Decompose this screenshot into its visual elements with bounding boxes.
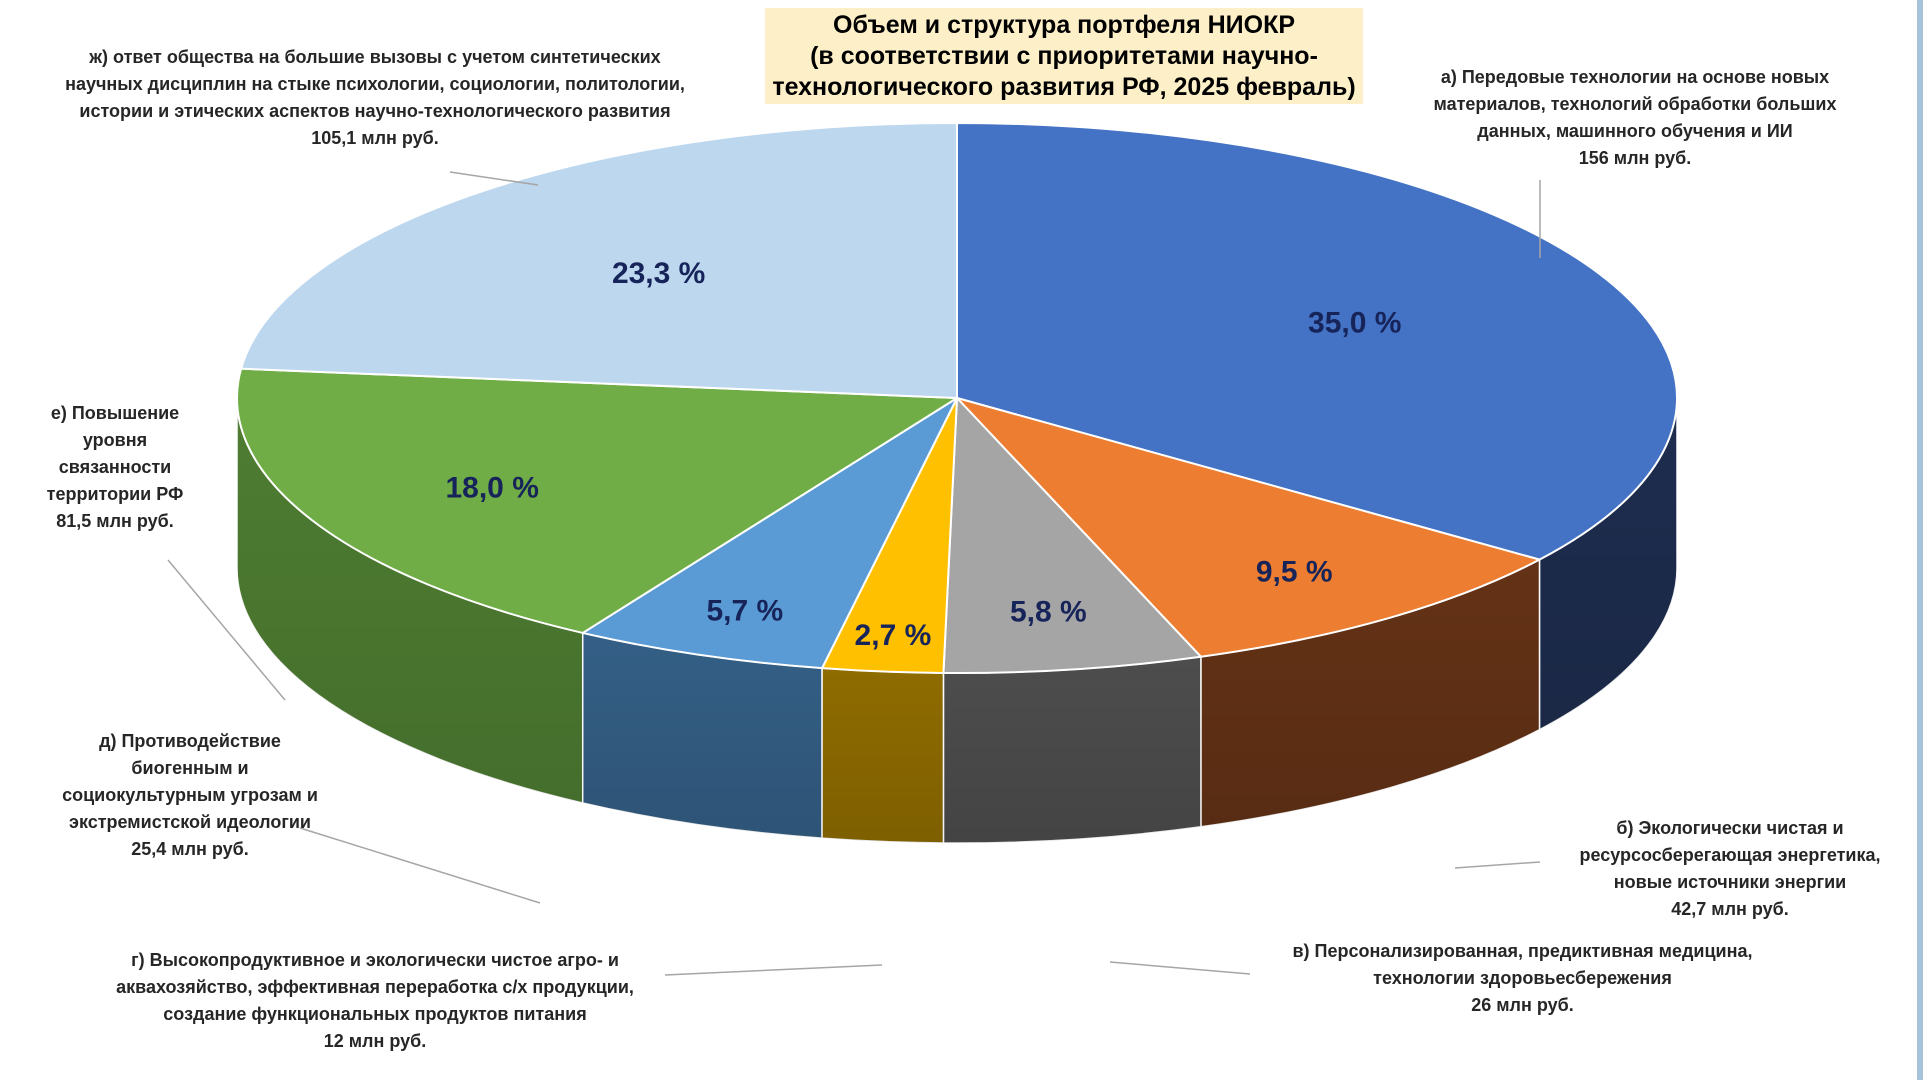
category-label-d-value: 25,4 млн руб. [131, 839, 249, 859]
category-label-d-line: д) Противодействие [99, 731, 281, 751]
category-label-zh-line: истории и этических аспектов научно-техн… [79, 101, 671, 121]
category-label-e-value: 81,5 млн руб. [56, 511, 174, 531]
pie-side-shade-e [237, 398, 583, 803]
percent-label-e: 18,0 % [445, 472, 538, 505]
percent-labels: 35,0 % 9,5 % 5,8 % 2,7 % 5,7 % 18,0 % 23,3 % [445, 257, 1401, 652]
category-label-a-line: материалов, технологий обработки больших [1433, 94, 1837, 114]
category-label-b-value: 42,7 млн руб. [1671, 899, 1789, 919]
percent-label-b: 9,5 % [1256, 556, 1333, 589]
leader-line-b [1454, 861, 1541, 869]
pie-slice-b [956, 397, 1541, 658]
chart-title: Объем и структура портфеля НИОКР (в соот… [765, 8, 1363, 104]
category-label-zh-value: 105,1 млн руб. [311, 128, 439, 148]
category-label-g: г) Высокопродуктивное и экологически чис… [85, 947, 665, 1055]
category-label-e-line: уровня [82, 430, 148, 450]
category-label-a-line: а) Передовые технологии на основе новых [1440, 67, 1830, 87]
category-label-d-line: экстремистской идеологии [69, 812, 311, 832]
pie-slice-e [236, 367, 958, 634]
category-label-b: б) Экологически чистая и ресурсосберегаю… [1550, 815, 1910, 923]
category-label-zh-line: ж) ответ общества на большие вызовы с уч… [89, 47, 661, 67]
leader-line-e [167, 559, 286, 701]
percent-label-v: 5,8 % [1010, 596, 1087, 629]
category-label-b-line: новые источники энергии [1613, 872, 1847, 892]
category-label-v-line: в) Персонализированная, предиктивная мед… [1292, 941, 1753, 961]
pie-side-shade-d [582, 632, 823, 839]
percent-label-d: 5,7 % [706, 594, 783, 627]
category-label-e-line: е) Повышение [50, 403, 180, 423]
pie-tops [236, 122, 1678, 674]
pie-side-shade-v [943, 656, 1201, 843]
leader-line-zh [449, 171, 539, 186]
category-label-zh: ж) ответ общества на большие вызовы с уч… [35, 44, 715, 152]
pie-slice-d [581, 397, 958, 670]
category-label-a-value: 156 млн руб. [1578, 148, 1692, 168]
pie-side-shade-b [1200, 559, 1540, 827]
leader-line-d [299, 827, 541, 904]
category-label-g-line: создание функциональных продуктов питани… [163, 1004, 587, 1024]
category-label-d: д) Противодействие биогенным и социокуль… [30, 728, 350, 863]
pie-side-shade-g [822, 668, 944, 843]
chart-title-line-2: (в соответствии с приоритетами научно- [810, 41, 1318, 70]
category-label-a-line: данных, машинного обучения и ИИ [1477, 121, 1793, 141]
category-label-a: а) Передовые технологии на основе новых … [1395, 64, 1875, 172]
pie-slice-zh [240, 122, 958, 399]
percent-label-a: 35,0 % [1308, 307, 1401, 340]
right-edge-strip [1917, 0, 1923, 1080]
category-label-b-line: ресурсосберегающая энергетика, [1579, 845, 1881, 865]
pie-slice-a [956, 122, 1678, 561]
pie-slice-v [942, 397, 1202, 674]
pie-sides [236, 397, 1678, 844]
category-label-g-line: аквахозяйство, эффективная переработка с… [116, 977, 634, 997]
leader-line-v [1109, 961, 1251, 975]
leader-lines [167, 171, 1541, 976]
chart-title-line-3: технологического развития РФ, 2025 февра… [772, 72, 1356, 101]
category-label-d-line: биогенным и [131, 758, 249, 778]
category-label-v: в) Персонализированная, предиктивная мед… [1255, 938, 1790, 1019]
pie-side-shade-a [1539, 398, 1677, 730]
category-label-g-value: 12 млн руб. [323, 1031, 427, 1051]
category-label-e-line: связанности [58, 457, 172, 477]
chart-title-line-1: Объем и структура портфеля НИОКР [833, 10, 1295, 39]
category-label-v-line: технологии здоровьесбережения [1373, 968, 1672, 988]
category-label-zh-line: научных дисциплин на стыке психологии, с… [65, 74, 685, 94]
category-label-b-line: б) Экологически чистая и [1616, 818, 1844, 838]
category-label-e: е) Повышение уровня связанности территор… [20, 400, 210, 535]
category-label-v-value: 26 млн руб. [1471, 995, 1574, 1015]
leader-line-g [664, 964, 883, 976]
percent-label-zh: 23,3 % [612, 257, 705, 290]
category-label-e-line: территории РФ [46, 484, 184, 504]
category-label-d-line: социокультурным угрозам и [62, 785, 318, 805]
category-label-g-line: г) Высокопродуктивное и экологически чис… [131, 950, 619, 970]
percent-label-g: 2,7 % [855, 619, 932, 652]
